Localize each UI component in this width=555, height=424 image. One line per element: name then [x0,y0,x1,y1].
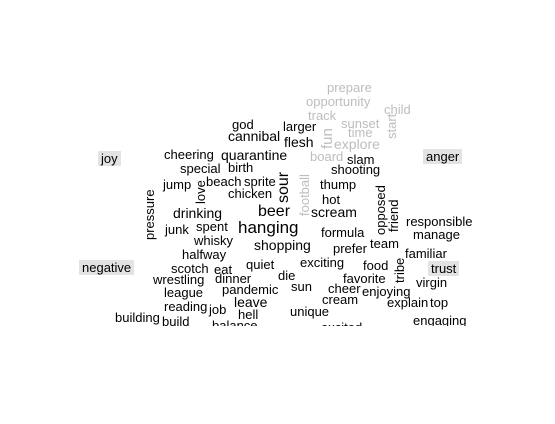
word: unique [290,304,330,319]
category-label-anger: anger [423,149,463,164]
word: team [370,236,399,251]
word: drinking [173,205,223,221]
word: jump [163,177,192,192]
word: responsible [406,214,473,229]
word: cheer [328,281,361,296]
word: friend [386,199,401,232]
word: enjoying [362,284,411,299]
category-label-trust: trust [428,261,460,276]
word: whisky [194,233,234,248]
word: scotch [171,261,209,276]
word: beer [258,203,291,220]
word: slam [347,152,375,167]
word: job [209,302,227,317]
word: formula [321,225,365,240]
word: child [384,102,411,117]
word: exciting [300,255,345,270]
word: sprite [244,174,276,189]
word: sunset [341,116,380,131]
word: flesh [284,134,314,150]
word: top [430,295,449,310]
word: quiet [246,257,275,272]
word: prepare [327,80,372,95]
word: favorite [343,271,386,286]
word: track [308,108,337,123]
word: leave [234,294,268,310]
word: dinner [215,271,252,286]
word: prefer [333,241,367,256]
word: cannibal [228,128,281,144]
word: time [348,125,373,140]
word: eat [214,262,233,277]
word: special [180,161,221,176]
word: god [232,117,254,132]
word: sun [291,279,312,294]
word: cream [322,292,359,307]
word: cheering [164,147,214,162]
word: love [193,180,208,204]
word: halfway [182,247,227,262]
plot-clip-area [0,326,555,424]
word: birth [228,160,254,175]
word: thump [320,177,357,192]
category-label-joy: joy [98,151,121,166]
word: beach [206,174,242,189]
word: explain [387,295,429,310]
word: engaging [413,313,467,328]
word: pandemic [222,282,279,297]
word: explore [334,136,380,152]
word: manage [413,227,460,242]
word: league [164,285,204,300]
word: shooting [331,162,381,177]
word: reading [164,299,208,314]
word: board [310,149,344,164]
word: familiar [405,246,447,261]
category-label-negative: negative [79,260,135,275]
word: opportunity [306,94,371,109]
word: die [278,268,296,283]
word: football [297,174,312,216]
word: shopping [254,237,311,253]
word: larger [283,119,317,134]
word: tribe [392,257,407,283]
word: wrestling [153,272,205,287]
word: building [115,310,160,325]
word: hanging [238,218,299,237]
word: scream [311,204,357,220]
word: food [363,258,389,273]
word: junk [165,222,189,237]
word: spent [196,219,228,234]
word: sour [275,171,292,203]
word: hot [322,192,341,207]
word: start [384,113,399,139]
word: pressure [142,189,157,240]
word: chicken [228,186,273,201]
word: virgin [416,275,448,290]
word: build [162,314,190,329]
word: hell [238,307,259,322]
word: quarantine [221,147,288,163]
word: fun [319,128,336,149]
